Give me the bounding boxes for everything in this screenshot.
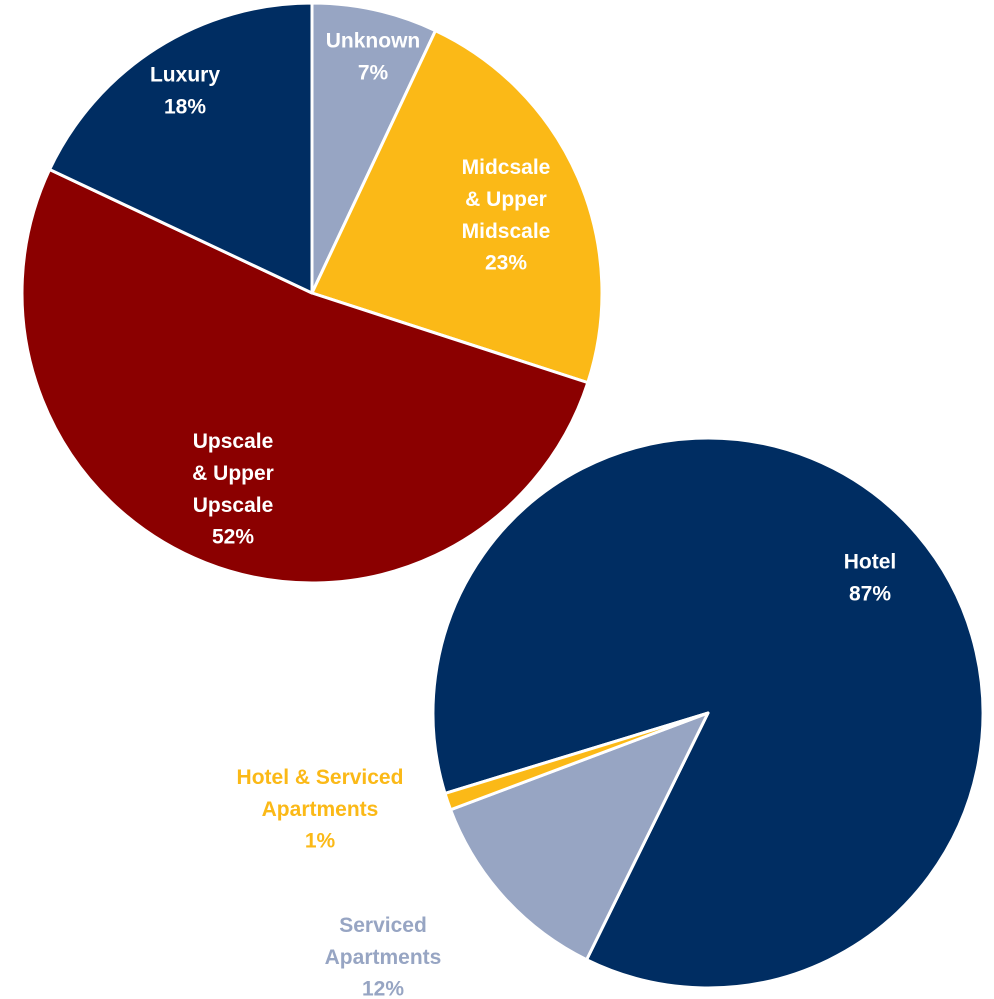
slice-label: Serviced Apartments <box>325 914 442 969</box>
slice-value-label: 87% <box>849 583 891 606</box>
pie-slice <box>48 1 314 295</box>
pie-slice <box>443 711 710 812</box>
slice-label: Unknown <box>326 30 421 53</box>
slice-label: Upscale & Upper Upscale <box>192 430 274 517</box>
slice-label: Luxury <box>150 64 220 87</box>
pie-slice <box>20 168 590 585</box>
slice-value-label: 1% <box>305 830 336 853</box>
slice-value-label: 23% <box>485 252 527 275</box>
slice-value-label: 12% <box>362 978 404 999</box>
slice-value-label: 7% <box>358 62 389 85</box>
slice-label: Hotel <box>844 551 897 574</box>
slice-label: Midcsale & Upper Midscale <box>462 156 551 243</box>
pie-slice <box>449 711 710 962</box>
pie-slice <box>310 1 437 295</box>
slice-value-label: 18% <box>164 96 206 119</box>
slice-value-label: 52% <box>212 526 254 549</box>
slice-label: Hotel & Serviced Apartments <box>237 766 404 821</box>
pie-slice <box>310 29 604 385</box>
